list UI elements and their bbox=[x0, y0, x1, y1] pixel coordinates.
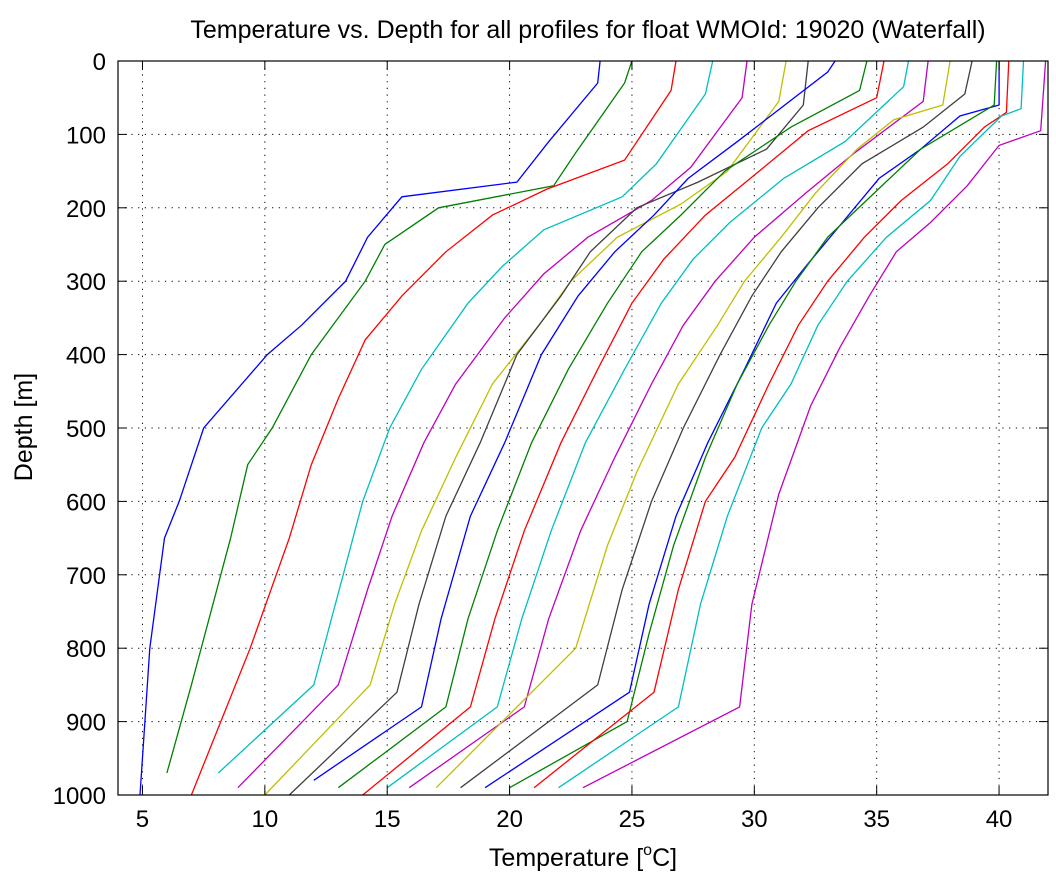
profile-line-15 bbox=[484, 61, 1000, 789]
x-tick-label: 30 bbox=[741, 806, 768, 833]
x-tick-label: 40 bbox=[986, 806, 1013, 833]
y-tick-label: 400 bbox=[66, 343, 106, 370]
profile-line-3 bbox=[190, 60, 677, 796]
profile-line-13 bbox=[435, 60, 951, 789]
y-tick-label: 600 bbox=[66, 489, 106, 516]
profile-line-14 bbox=[460, 60, 973, 789]
profile-line-18 bbox=[558, 60, 1025, 789]
x-axis-label-main: Temperature [ bbox=[489, 844, 643, 872]
y-tick-label: 0 bbox=[93, 49, 106, 76]
profile-line-12 bbox=[408, 60, 929, 789]
profile-line-4 bbox=[217, 60, 714, 774]
profile-line-2 bbox=[166, 60, 633, 774]
y-axis-label: Depth [m] bbox=[10, 373, 38, 481]
profile-line-16 bbox=[509, 60, 998, 789]
data-series bbox=[139, 60, 1047, 796]
profile-line-7 bbox=[288, 60, 809, 796]
x-axis-label-tail: C] bbox=[652, 844, 677, 872]
y-tick-label: 700 bbox=[66, 563, 106, 590]
x-tick-label: 15 bbox=[374, 806, 401, 833]
chart-title: Temperature vs. Depth for all profiles f… bbox=[190, 16, 985, 44]
y-tick-label: 100 bbox=[66, 122, 106, 149]
profile-line-10 bbox=[362, 60, 885, 796]
profile-line-17 bbox=[533, 60, 1010, 789]
x-tick-label: 10 bbox=[251, 806, 278, 833]
profile-line-11 bbox=[386, 60, 910, 789]
y-tick-label: 1000 bbox=[53, 783, 106, 810]
profile-line-19 bbox=[582, 60, 1047, 789]
x-tick-label: 20 bbox=[496, 806, 523, 833]
y-tick-label: 900 bbox=[66, 710, 106, 737]
y-tick-label: 200 bbox=[66, 196, 106, 223]
y-tick-label: 500 bbox=[66, 416, 106, 443]
profile-line-9 bbox=[337, 60, 868, 789]
x-axis-label-superscript: o bbox=[643, 842, 652, 859]
y-tick-label: 300 bbox=[66, 269, 106, 296]
x-tick-label: 25 bbox=[619, 806, 646, 833]
axes: 5 10 15 20 25 30 35 400100200300400500600700800… bbox=[53, 49, 1049, 833]
x-axis-label: Temperature [oC] bbox=[489, 842, 677, 872]
profile-line-1 bbox=[139, 60, 601, 796]
profile-line-8 bbox=[313, 60, 836, 781]
x-tick-label: 5 bbox=[136, 806, 149, 833]
profile-line-5 bbox=[237, 60, 748, 789]
x-tick-label: 35 bbox=[863, 806, 890, 833]
y-tick-label: 800 bbox=[66, 636, 106, 663]
